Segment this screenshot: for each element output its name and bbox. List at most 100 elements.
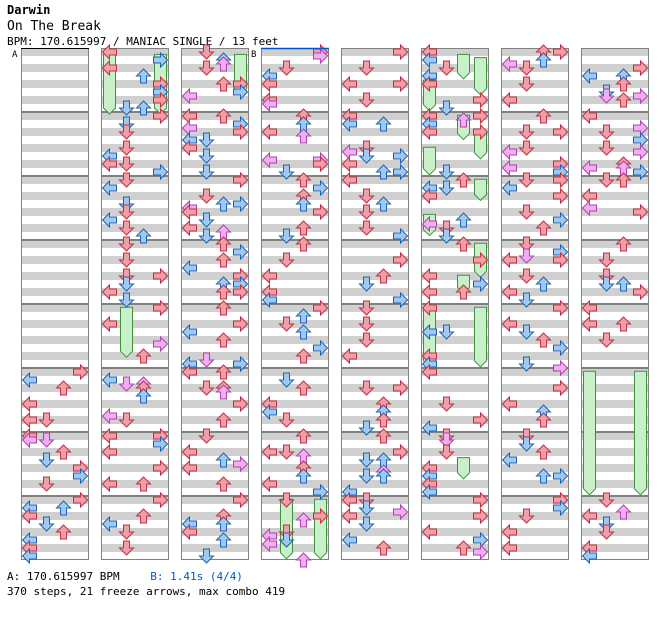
beat-stripe (21, 384, 89, 392)
beat-stripe (421, 384, 489, 392)
beat-stripe (421, 512, 489, 520)
beat-stripe (101, 144, 169, 152)
down-arrow (118, 252, 135, 268)
beat-stripe (421, 320, 489, 328)
left-arrow (501, 523, 517, 541)
beat-stripe (261, 512, 329, 520)
beat-stripe (261, 400, 329, 408)
artist-name: Darwin (7, 3, 51, 17)
left-arrow (421, 419, 437, 437)
freeze-arrow (457, 53, 470, 80)
beat-stripe (581, 464, 649, 472)
beat-stripe (501, 288, 569, 296)
right-arrow (233, 195, 249, 213)
left-arrow (581, 547, 597, 565)
beat-stripe (581, 224, 649, 232)
measure-frame (501, 176, 569, 240)
beat-stripe (261, 496, 329, 504)
down-arrow (598, 524, 615, 540)
right-arrow (233, 395, 249, 413)
beat-stripe (421, 80, 489, 88)
up-arrow (295, 220, 312, 236)
down-arrow (518, 60, 535, 76)
beat-stripe (261, 64, 329, 72)
up-arrow (215, 56, 232, 72)
beat-stripe (581, 400, 649, 408)
beat-stripe (341, 192, 409, 200)
measure-frame (181, 48, 249, 112)
beat-stripe (181, 112, 249, 120)
measure-frame (341, 112, 409, 176)
freeze-arrow (314, 498, 327, 560)
down-arrow (118, 412, 135, 428)
right-arrow (633, 163, 649, 181)
beat-stripe (581, 528, 649, 536)
down-arrow (118, 524, 135, 540)
measure-frame (181, 112, 249, 176)
beat-stripe (501, 352, 569, 360)
beat-stripe (341, 288, 409, 296)
measure (501, 304, 569, 368)
measure (101, 176, 169, 240)
beat-stripe (501, 192, 569, 200)
beat-stripe (21, 80, 89, 88)
beat-stripe (261, 160, 329, 168)
beat-stripe (341, 336, 409, 344)
left-arrow (501, 159, 517, 177)
beat-stripe (101, 320, 169, 328)
measure (181, 112, 249, 176)
beat-stripe (421, 144, 489, 152)
measure (341, 240, 409, 304)
beat-stripe (21, 336, 89, 344)
beat-stripe (421, 96, 489, 104)
left-arrow (421, 51, 437, 69)
measure-frame (101, 432, 169, 496)
beat-stripe (21, 208, 89, 216)
beat-stripe (501, 96, 569, 104)
left-arrow (581, 299, 597, 317)
footer-notes: A: 170.615997 BPM B: 1.41s (4/4) (7, 570, 243, 583)
beat-stripe (341, 496, 409, 504)
right-arrow (153, 299, 169, 317)
beat-stripe (261, 112, 329, 120)
left-arrow (101, 59, 117, 77)
measure-frame (101, 496, 169, 560)
left-arrow (581, 507, 597, 525)
beat-stripe (261, 176, 329, 184)
beat-stripe (341, 448, 409, 456)
right-arrow (153, 51, 169, 69)
beat-stripe (21, 368, 89, 376)
beat-stripe (101, 48, 169, 56)
beat-stripe (581, 96, 649, 104)
measure-frame (421, 432, 489, 496)
beat-stripe (261, 272, 329, 280)
measure (581, 496, 649, 560)
beat-stripe (341, 480, 409, 488)
right-arrow (393, 75, 409, 93)
right-arrow (153, 91, 169, 109)
beat-stripe (501, 528, 569, 536)
down-arrow (358, 500, 375, 516)
left-arrow (341, 531, 357, 549)
down-arrow (518, 292, 535, 308)
left-arrow (421, 215, 437, 233)
beat-stripe (501, 400, 569, 408)
beat-stripe (501, 272, 569, 280)
measure-frame (261, 240, 329, 304)
beat-stripe (181, 208, 249, 216)
down-arrow (118, 376, 135, 392)
measure (261, 304, 329, 368)
down-arrow (118, 100, 135, 116)
right-arrow (313, 203, 329, 221)
measure-frame (21, 176, 89, 240)
measure (501, 432, 569, 496)
beat-stripe (261, 192, 329, 200)
measure (21, 112, 89, 176)
beat-stripe (181, 176, 249, 184)
right-arrow (233, 171, 249, 189)
beat-stripe (181, 464, 249, 472)
beat-stripe (181, 320, 249, 328)
down-arrow (118, 220, 135, 236)
beat-stripe (501, 416, 569, 424)
